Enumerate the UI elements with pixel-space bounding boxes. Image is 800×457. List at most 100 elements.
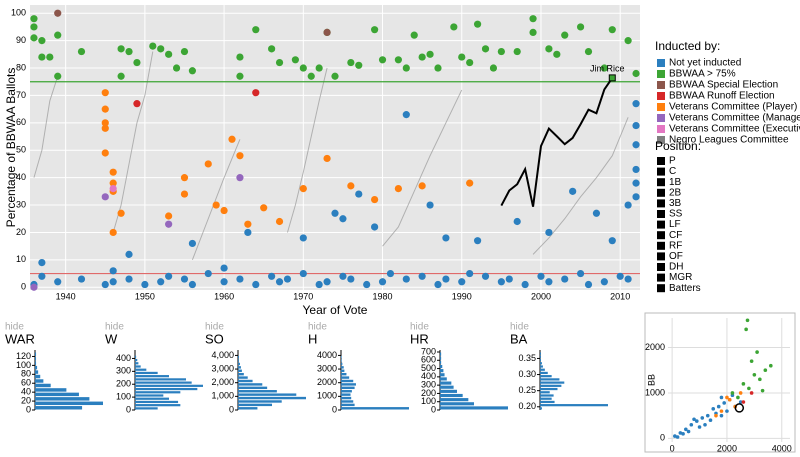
position-label[interactable]: Batters bbox=[669, 283, 701, 294]
scatter-point bbox=[703, 422, 707, 427]
position-swatch[interactable] bbox=[657, 220, 665, 229]
hide-link[interactable]: hide bbox=[5, 322, 24, 333]
position-swatch[interactable] bbox=[657, 210, 665, 218]
data-point bbox=[402, 111, 410, 119]
legend-label[interactable]: Negro Leagues Committee bbox=[669, 135, 789, 146]
data-point bbox=[632, 141, 640, 149]
x-tick-label: 1980 bbox=[373, 291, 393, 301]
data-point bbox=[30, 15, 38, 23]
hide-link[interactable]: hide bbox=[410, 322, 429, 333]
legend-label[interactable]: Veterans Committee (Player) bbox=[669, 102, 797, 113]
legend-swatch[interactable] bbox=[657, 70, 665, 78]
position-label[interactable]: SS bbox=[669, 209, 683, 220]
data-point bbox=[315, 64, 323, 72]
position-swatch[interactable] bbox=[657, 252, 665, 261]
legend-swatch[interactable] bbox=[657, 114, 665, 122]
position-swatch[interactable] bbox=[657, 157, 665, 165]
legend-swatch[interactable] bbox=[657, 59, 665, 67]
data-point bbox=[442, 234, 450, 242]
histogram-bar bbox=[35, 361, 37, 365]
data-point bbox=[624, 37, 632, 45]
position-label[interactable]: RF bbox=[669, 240, 682, 251]
hide-link[interactable]: hide bbox=[205, 322, 224, 333]
histogram-bar bbox=[35, 401, 103, 406]
legend-label[interactable]: BBWAA Runoff Election bbox=[669, 91, 775, 102]
position-swatch[interactable] bbox=[657, 273, 665, 282]
highlight-label: Jim Rice bbox=[590, 63, 625, 73]
data-point bbox=[38, 272, 46, 280]
position-label[interactable]: OF bbox=[669, 251, 683, 262]
position-label[interactable]: DH bbox=[669, 262, 683, 273]
position-label[interactable]: C bbox=[669, 166, 676, 177]
y-tick-label: 300 bbox=[421, 380, 436, 390]
position-swatch[interactable] bbox=[657, 188, 665, 197]
position-label[interactable]: 3B bbox=[669, 198, 682, 209]
position-label[interactable]: 2B bbox=[669, 187, 682, 198]
legend-label[interactable]: BBWAA Special Election bbox=[669, 80, 778, 91]
data-point bbox=[109, 179, 117, 187]
scatter-point bbox=[678, 431, 683, 435]
legend-swatch[interactable] bbox=[657, 136, 665, 144]
hide-link[interactable]: hide bbox=[105, 322, 124, 333]
scatter-point bbox=[755, 350, 759, 354]
data-point bbox=[133, 58, 141, 67]
legend-label[interactable]: Veterans Committee (Executive) bbox=[669, 124, 800, 135]
position-label[interactable]: 1B bbox=[669, 177, 682, 188]
legend-label[interactable]: BBWAA > 75% bbox=[669, 69, 736, 80]
position-swatch[interactable] bbox=[657, 241, 665, 250]
data-point bbox=[466, 58, 474, 67]
data-point bbox=[521, 280, 529, 289]
data-point bbox=[252, 89, 260, 97]
data-point bbox=[101, 105, 109, 113]
data-point bbox=[426, 50, 434, 58]
data-point bbox=[616, 272, 624, 280]
position-swatch[interactable] bbox=[657, 263, 665, 271]
legend-swatch[interactable] bbox=[657, 103, 665, 111]
scatter-point bbox=[738, 391, 743, 395]
position-label[interactable]: P bbox=[669, 156, 676, 167]
histogram-bar bbox=[440, 356, 442, 360]
legend-label[interactable]: Not yet inducted bbox=[669, 58, 741, 69]
data-point bbox=[54, 9, 62, 17]
position-label[interactable]: LF bbox=[669, 219, 681, 230]
scatter-point bbox=[745, 318, 750, 323]
data-point bbox=[458, 53, 466, 61]
data-point bbox=[236, 152, 244, 160]
hide-link[interactable]: hide bbox=[308, 322, 327, 333]
histogram-bar bbox=[135, 397, 169, 400]
legend-label[interactable]: Veterans Committee (Manager) bbox=[669, 113, 800, 124]
position-swatch[interactable] bbox=[657, 178, 665, 187]
data-point bbox=[347, 182, 355, 190]
position-swatch[interactable] bbox=[657, 167, 665, 176]
data-point bbox=[473, 20, 482, 28]
histogram-bar bbox=[341, 393, 351, 396]
data-point bbox=[537, 272, 545, 280]
histogram-bar bbox=[238, 393, 297, 396]
histogram-bar bbox=[238, 355, 239, 359]
scatter-point bbox=[697, 425, 702, 429]
data-point bbox=[101, 280, 109, 289]
position-swatch[interactable] bbox=[657, 231, 665, 240]
data-point bbox=[600, 278, 608, 286]
y-tick-label: 0 bbox=[126, 404, 131, 414]
data-point bbox=[30, 283, 38, 291]
histogram-bar bbox=[135, 404, 181, 407]
legend-swatch[interactable] bbox=[657, 92, 665, 100]
x-tick-label: 2000 bbox=[531, 291, 551, 301]
histogram-bar bbox=[135, 358, 138, 362]
legend-swatch[interactable] bbox=[657, 125, 665, 133]
hide-link[interactable]: hide bbox=[510, 322, 529, 333]
histogram-bar bbox=[135, 391, 181, 394]
data-point bbox=[355, 190, 363, 198]
legend-swatch[interactable] bbox=[657, 81, 665, 89]
trajectory-line bbox=[191, 139, 241, 261]
position-swatch[interactable] bbox=[657, 199, 665, 208]
position-swatch[interactable] bbox=[657, 284, 665, 293]
data-point bbox=[545, 228, 553, 237]
position-label[interactable]: CF bbox=[669, 230, 682, 241]
data-point bbox=[188, 280, 197, 289]
data-point bbox=[38, 53, 46, 61]
data-point bbox=[101, 119, 109, 127]
position-label[interactable]: MGR bbox=[669, 272, 692, 283]
scatter-point bbox=[722, 401, 727, 405]
